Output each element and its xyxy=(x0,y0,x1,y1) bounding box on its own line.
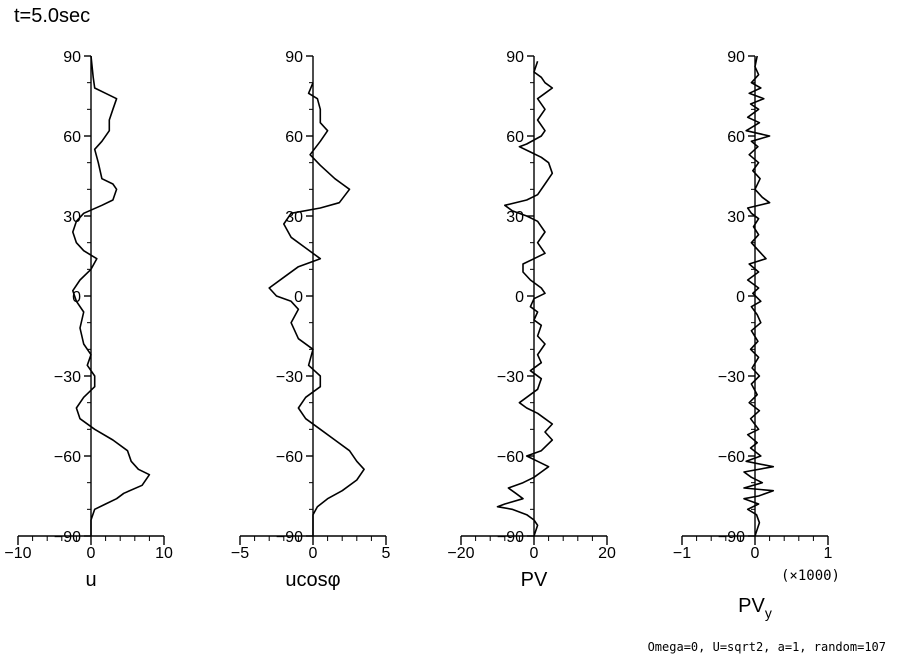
x-tick-label: −10 xyxy=(4,545,31,562)
y-tick-label: −30 xyxy=(276,369,303,386)
series-line xyxy=(496,61,554,537)
parameter-footer: Omega=0, U=sqrt2, a=1, random=107 xyxy=(648,640,886,654)
panel-2: 90 60 30 0 −30 −60 −90 −5 0 5 ucosφ xyxy=(231,49,391,591)
x-tick-label: −5 xyxy=(231,545,249,562)
x-tick-label: 5 xyxy=(382,545,391,562)
y-tick-label: −60 xyxy=(54,449,81,466)
x-axis-label: PV xyxy=(521,569,548,591)
y-tick-label: 90 xyxy=(506,49,524,66)
x-tick-label: 0 xyxy=(87,545,96,562)
x-tick-label: 0 xyxy=(751,545,760,562)
y-tick-label: −90 xyxy=(718,529,745,546)
y-tick-label: −60 xyxy=(276,449,303,466)
y-tick-label: 0 xyxy=(72,289,81,306)
figure-title: t=5.0sec xyxy=(14,5,90,27)
y-tick-label: −30 xyxy=(497,369,524,386)
x-tick-label: 0 xyxy=(530,545,539,562)
y-tick-label: −90 xyxy=(276,529,303,546)
x-axis-label: u xyxy=(85,569,96,591)
y-tick-label: 90 xyxy=(727,49,745,66)
y-tick-label: −60 xyxy=(718,449,745,466)
x-tick-label: −20 xyxy=(447,545,474,562)
series-line xyxy=(268,82,365,536)
y-tick-label: 90 xyxy=(285,49,303,66)
x-tick-label: 20 xyxy=(598,545,616,562)
scale-note: (×1000) xyxy=(781,568,840,584)
y-tick-label: 0 xyxy=(736,289,745,306)
x-tick-label: 10 xyxy=(155,545,173,562)
y-tick-label: 30 xyxy=(727,209,745,226)
y-tick-label: 30 xyxy=(285,209,303,226)
y-tick-label: −60 xyxy=(497,449,524,466)
x-axis-label-subscript: y xyxy=(765,605,772,621)
y-tick-label: 0 xyxy=(294,289,303,306)
y-tick-label: 60 xyxy=(727,129,745,146)
y-tick-label: 60 xyxy=(63,129,81,146)
x-axis-label: PVy xyxy=(738,595,772,621)
series-line xyxy=(743,55,775,537)
x-axis-label: ucosφ xyxy=(285,569,340,591)
series-line xyxy=(72,55,151,536)
y-tick-label: −30 xyxy=(54,369,81,386)
y-tick-label: 30 xyxy=(63,209,81,226)
y-tick-label: −30 xyxy=(718,369,745,386)
x-tick-label: 0 xyxy=(309,545,318,562)
y-tick-label: 0 xyxy=(515,289,524,306)
panel-4: 90 60 30 0 −30 −60 −90 −1 0 1 PVy (×1000) xyxy=(673,49,840,621)
x-tick-label: 1 xyxy=(824,545,833,562)
y-tick-label: 60 xyxy=(506,129,524,146)
y-tick-label: −90 xyxy=(54,529,81,546)
y-tick-label: 60 xyxy=(285,129,303,146)
x-tick-label: −1 xyxy=(673,545,691,562)
panel-1: 90 60 30 0 −30 −60 −90 −10 0 10 u xyxy=(4,49,173,591)
y-tick-label: 90 xyxy=(63,49,81,66)
y-tick-label: −90 xyxy=(497,529,524,546)
